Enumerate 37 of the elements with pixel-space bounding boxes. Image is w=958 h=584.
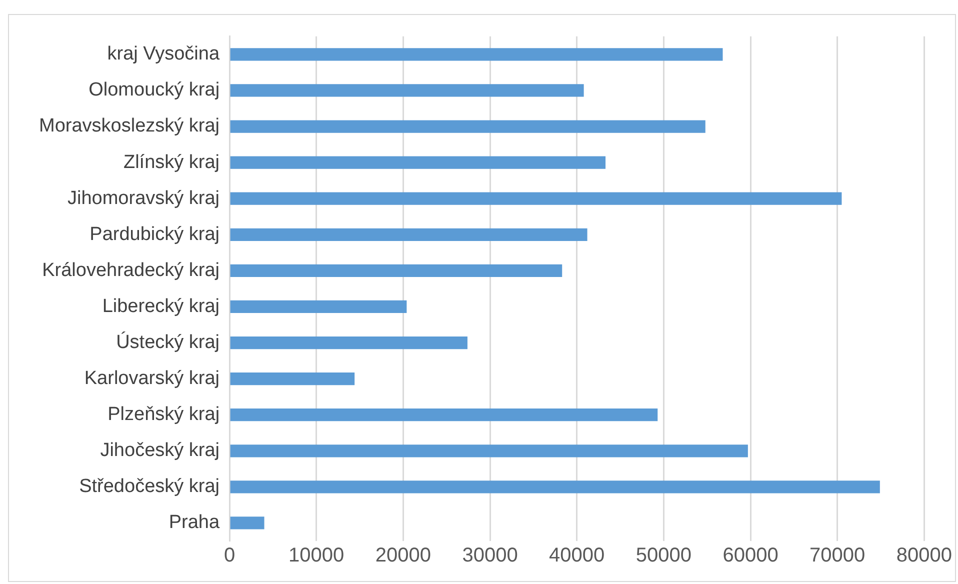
y-tick-label: Jihomoravský kraj (67, 188, 220, 209)
x-tick-label: 40000 (549, 544, 605, 567)
y-tick-label: Plzeňský kraj (108, 404, 220, 426)
bar (230, 84, 584, 97)
x-tick-label: 70000 (810, 544, 866, 567)
y-tick-label: kraj Vysočina (107, 44, 220, 65)
y-tick-label: Středočeský kraj (79, 476, 220, 498)
bar (230, 192, 842, 205)
y-tick-label: Jihočeský kraj (100, 440, 220, 462)
x-tick-label: 30000 (462, 544, 518, 567)
x-tick-label: 50000 (636, 544, 692, 567)
y-tick-label: Karlovarský kraj (84, 368, 220, 390)
bar (230, 336, 468, 350)
x-tick-label: 0 (224, 544, 236, 567)
x-tick-label: 80000 (896, 544, 952, 567)
y-tick-label: Ústecký kraj (116, 331, 220, 353)
bar (230, 408, 658, 422)
y-tick-label: Královehradecký kraj (42, 260, 220, 281)
bar (230, 372, 355, 386)
bar (230, 48, 723, 61)
bar (230, 300, 407, 314)
y-tick-label: Zlínský kraj (123, 152, 220, 173)
bar (230, 264, 562, 277)
y-tick-label: Pardubický kraj (90, 224, 220, 245)
y-tick-label: Moravskoslezský kraj (38, 116, 220, 137)
bar (230, 480, 880, 494)
x-tick-label: 60000 (722, 544, 778, 567)
bar (230, 228, 588, 241)
bar (230, 516, 264, 530)
bar (230, 156, 606, 169)
bar (230, 120, 706, 133)
bar (230, 444, 748, 458)
y-tick-label: Liberecký kraj (102, 296, 220, 317)
x-tick-label: 10000 (288, 544, 344, 567)
x-tick-label: 20000 (375, 544, 432, 567)
y-tick-label: Olomoucký kraj (88, 80, 220, 101)
y-tick-label: Praha (168, 512, 220, 534)
